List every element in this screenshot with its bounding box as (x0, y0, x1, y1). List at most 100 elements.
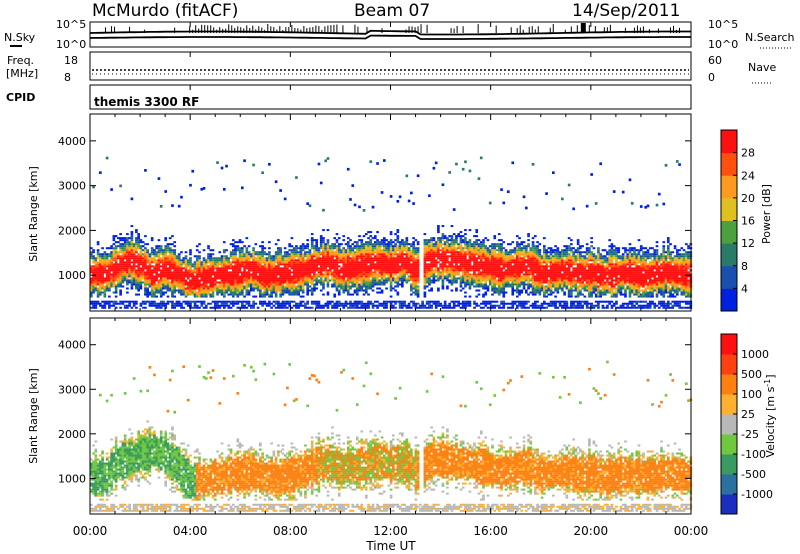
data-cell (382, 275, 386, 278)
data-cell (283, 304, 287, 307)
data-cell (515, 291, 519, 294)
data-cell (466, 269, 470, 272)
data-cell (425, 269, 429, 272)
data-cell (304, 273, 307, 276)
data-cell (455, 273, 458, 276)
data-cell (301, 271, 305, 274)
data-cell (198, 293, 201, 296)
data-cell (493, 279, 497, 282)
data-cell (389, 281, 393, 284)
data-cell (259, 300, 262, 303)
data-cell (355, 281, 359, 284)
data-cell (162, 261, 165, 264)
data-cell (90, 293, 93, 296)
data-cell (434, 300, 438, 303)
data-cell (94, 302, 98, 305)
data-cell (428, 279, 431, 282)
data-cell (482, 285, 485, 288)
data-cell (493, 275, 497, 278)
data-cell (236, 273, 240, 276)
data-cell (373, 251, 377, 254)
data-cell (333, 304, 337, 307)
data-cell (295, 273, 298, 276)
data-cell (477, 255, 481, 258)
data-cell (173, 271, 177, 274)
data-cell (448, 171, 451, 174)
data-cell (344, 249, 348, 252)
data-cell (110, 267, 113, 270)
data-cell (412, 300, 415, 303)
data-cell (392, 259, 395, 262)
data-cell (349, 267, 352, 270)
data-cell (195, 249, 199, 252)
data-cell (141, 253, 145, 256)
data-cell (333, 306, 337, 309)
data-cell (360, 261, 364, 264)
data-cell (432, 239, 436, 242)
data-cell (432, 257, 436, 260)
data-cell (322, 281, 325, 284)
data-cell (495, 255, 499, 258)
data-cell (263, 267, 267, 270)
data-cell (202, 277, 206, 280)
data-cell (401, 255, 404, 258)
data-cell (342, 249, 346, 252)
data-cell (304, 247, 307, 250)
data-cell (385, 269, 388, 272)
data-cell (139, 251, 143, 254)
data-cell (371, 275, 375, 278)
data-cell (344, 263, 348, 266)
data-cell (150, 279, 154, 282)
data-cell (279, 263, 282, 266)
data-cell (92, 279, 95, 282)
data-cell (254, 263, 258, 266)
data-cell (459, 257, 463, 260)
data-cell (459, 261, 463, 264)
data-cell (421, 304, 424, 307)
data-cell (274, 295, 278, 298)
data-cell (396, 267, 400, 270)
data-cell (515, 306, 519, 309)
data-cell (247, 271, 251, 274)
data-cell (493, 249, 497, 252)
data-cell (166, 271, 170, 274)
data-cell (173, 241, 177, 244)
data-cell (155, 269, 159, 272)
data-cell (225, 273, 228, 276)
data-cell (484, 283, 488, 286)
data-cell (234, 277, 237, 280)
data-cell (150, 275, 154, 278)
data-cell (337, 285, 341, 288)
data-cell (256, 259, 260, 262)
data-cell (144, 302, 147, 305)
data-cell (114, 269, 118, 272)
data-cell (324, 269, 328, 272)
data-cell (324, 259, 328, 262)
data-cell (139, 247, 143, 250)
data-cell (331, 275, 334, 278)
data-cell (340, 271, 343, 274)
data-cell (304, 271, 307, 274)
data-cell (148, 283, 152, 286)
data-cell (279, 283, 282, 286)
data-cell (157, 302, 161, 305)
data-cell (450, 269, 454, 272)
data-cell (168, 267, 172, 270)
data-cell (175, 300, 179, 303)
data-cell (362, 209, 366, 212)
data-cell (159, 302, 163, 305)
data-cell (353, 203, 357, 207)
data-cell (277, 271, 280, 274)
data-cell (110, 259, 113, 262)
data-cell (452, 279, 456, 282)
data-cell (231, 300, 235, 303)
data-cell (362, 245, 366, 248)
data-cell (182, 267, 186, 270)
data-cell (342, 273, 346, 276)
data-cell (315, 257, 319, 260)
data-cell (247, 300, 251, 303)
data-cell (364, 277, 368, 280)
data-cell (346, 247, 350, 250)
data-cell (274, 275, 278, 278)
data-cell (241, 287, 244, 290)
